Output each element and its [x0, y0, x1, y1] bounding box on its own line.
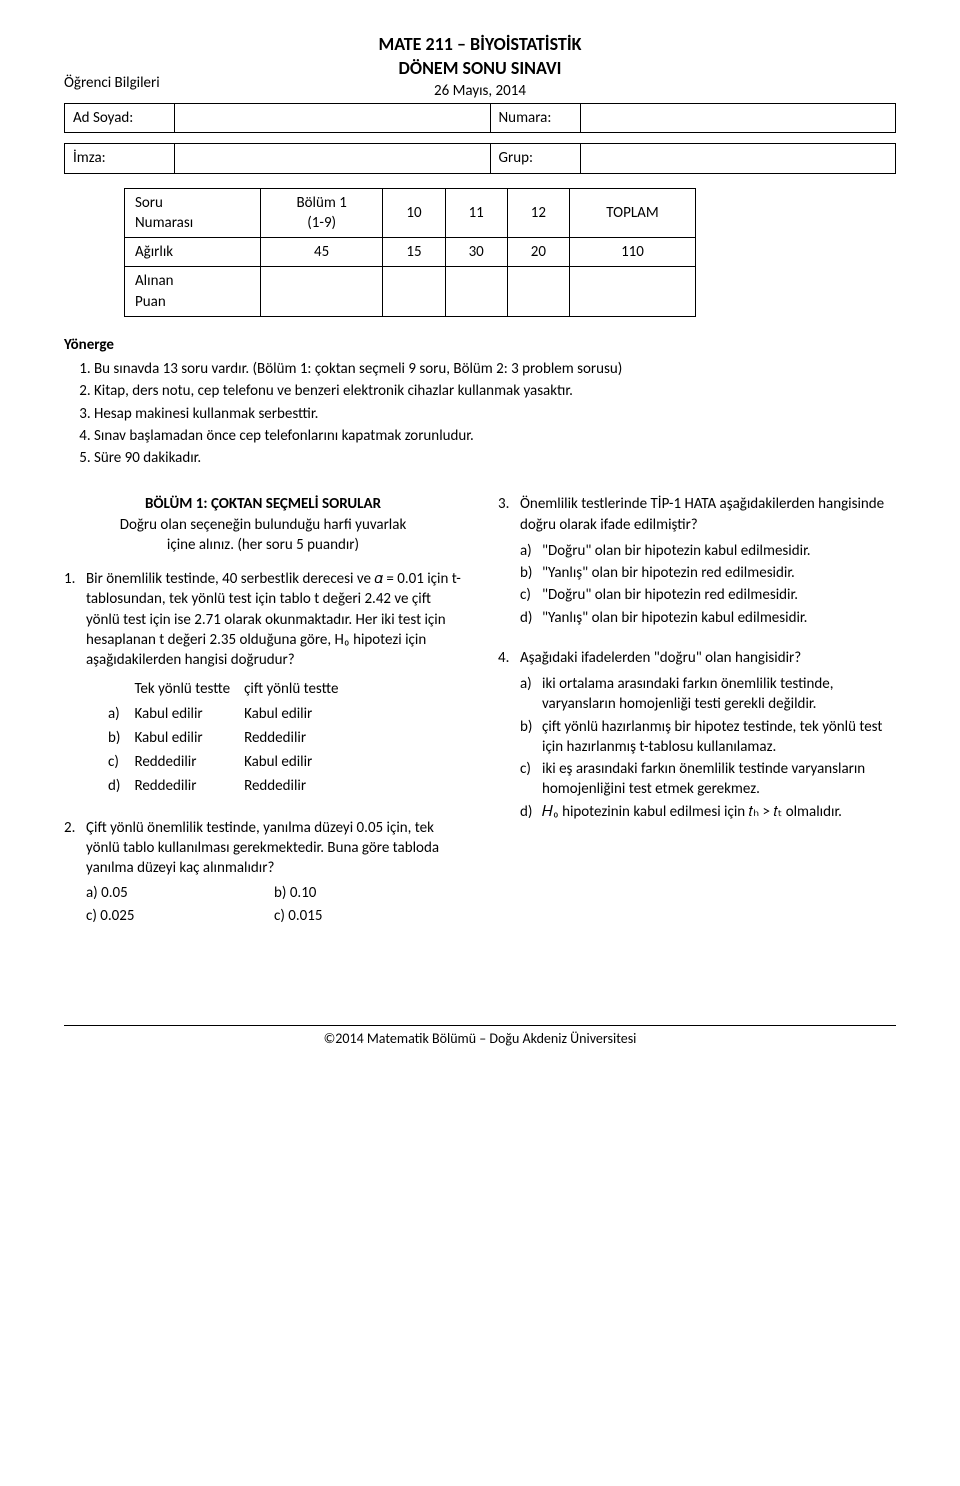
instruction-item: Sınav başlamadan önce cep telefonlarını … [94, 426, 896, 446]
score-points-label: AlınanPuan [125, 267, 261, 317]
number-label: Numara: [490, 104, 580, 133]
score-w-5: 110 [569, 238, 695, 267]
course-title: MATE 211 – BİYOİSTATİSTİK [64, 32, 896, 56]
score-p-4[interactable] [507, 267, 569, 317]
left-column: BÖLÜM 1: ÇOKTAN SEÇMELİ SORULAR Doğru ol… [64, 494, 462, 945]
q4-text: Aşağıdaki ifadelerden "doğru" olan hangi… [520, 648, 896, 668]
score-h-section1: Bölüm 1(1-9) [260, 188, 383, 238]
q3-options: a)"Doğru" olan bir hipotezin kabul edilm… [520, 541, 896, 628]
section1-title: BÖLÜM 1: ÇOKTAN SEÇMELİ SORULAR [64, 494, 462, 514]
student-info-table: Ad Soyad: Numara: [64, 103, 896, 133]
score-p-1[interactable] [260, 267, 383, 317]
q1-text: Bir önemlilik testinde, 40 serbestlik de… [86, 569, 462, 670]
q4-options: a)iki ortalama arasındaki farkın önemlil… [520, 674, 896, 822]
q1-options: Tek yönlü testteçift yönlü testte a)Kabu… [106, 676, 352, 799]
q2-options: a) 0.05b) 0.10 c) 0.025c) 0.015 [86, 882, 462, 927]
score-p-3[interactable] [445, 267, 507, 317]
section1-sub: Doğru olan seçeneğin bulunduğu harfi yuv… [64, 515, 462, 556]
instruction-item: Kitap, ders notu, cep telefonu ve benzer… [94, 381, 896, 401]
q3-number: 3. [498, 494, 520, 630]
q4-number: 4. [498, 648, 520, 824]
sign-label: İmza: [65, 144, 175, 173]
instructions-list: Bu sınavda 13 soru vardır. (Bölüm 1: çok… [64, 359, 896, 468]
score-h-total: TOPLAM [569, 188, 695, 238]
instruction-item: Hesap makinesi kullanmak serbesttir. [94, 404, 896, 424]
score-w-1: 45 [260, 238, 383, 267]
question-2: 2. Çift yönlü önemlilik testinde, yanılm… [64, 818, 462, 927]
score-h-10: 10 [383, 188, 445, 238]
instructions-heading: Yönerge [64, 335, 896, 355]
name-label: Ad Soyad: [65, 104, 175, 133]
q2-text: Çift yönlü önemlilik testinde, yanılma d… [86, 818, 462, 879]
instruction-item: Bu sınavda 13 soru vardır. (Bölüm 1: çok… [94, 359, 896, 379]
page-footer: ©2014 Matematik Bölümü – Doğu Akdeniz Ün… [64, 1025, 896, 1049]
student-info-table-2: İmza: Grup: [64, 143, 896, 173]
name-field[interactable] [175, 104, 491, 133]
instruction-item: Süre 90 dakikadır. [94, 448, 896, 468]
score-w-2: 15 [383, 238, 445, 267]
score-w-4: 20 [507, 238, 569, 267]
question-4: 4. Aşağıdaki ifadelerden "doğru" olan ha… [498, 648, 896, 824]
question-1: 1. Bir önemlilik testinde, 40 serbestlik… [64, 569, 462, 800]
score-p-2[interactable] [383, 267, 445, 317]
q2-number: 2. [64, 818, 86, 927]
question-3: 3. Önemlilik testlerinde TİP-1 HATA aşağ… [498, 494, 896, 630]
q1-number: 1. [64, 569, 86, 800]
score-table: SoruNumarası Bölüm 1(1-9) 10 11 12 TOPLA… [124, 188, 696, 317]
q3-text: Önemlilik testlerinde TİP-1 HATA aşağıda… [520, 494, 896, 535]
group-field[interactable] [580, 144, 896, 173]
right-column: 3. Önemlilik testlerinde TİP-1 HATA aşağ… [498, 494, 896, 945]
group-label: Grup: [490, 144, 580, 173]
score-w-3: 30 [445, 238, 507, 267]
score-p-5[interactable] [569, 267, 695, 317]
score-weight-label: Ağırlık [125, 238, 261, 267]
score-h-12: 12 [507, 188, 569, 238]
sign-field[interactable] [175, 144, 491, 173]
score-h-11: 11 [445, 188, 507, 238]
score-h-question: SoruNumarası [125, 188, 261, 238]
number-field[interactable] [580, 104, 896, 133]
